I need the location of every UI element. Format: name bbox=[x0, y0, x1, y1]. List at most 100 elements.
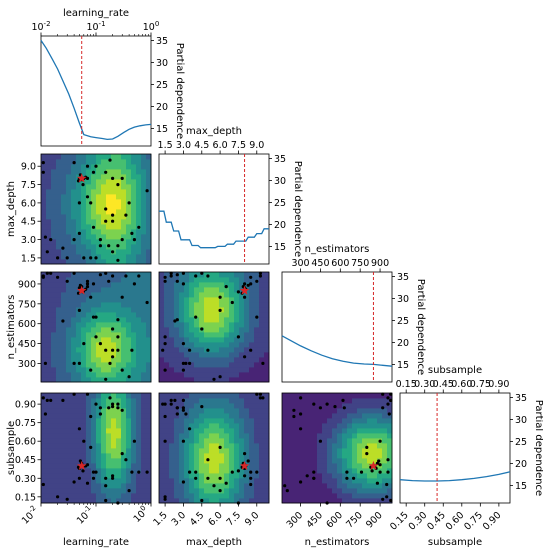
contour-cell bbox=[61, 357, 67, 363]
contour-cell bbox=[234, 307, 240, 313]
contour-cell bbox=[229, 438, 235, 444]
contour-cell bbox=[56, 204, 62, 210]
contour-cell bbox=[136, 259, 142, 265]
contour-cell bbox=[46, 408, 52, 414]
contour-cell bbox=[174, 488, 180, 494]
sample-point bbox=[169, 398, 173, 402]
contour-cell bbox=[136, 239, 142, 245]
contour-cell bbox=[357, 443, 363, 449]
contour-cell bbox=[81, 398, 87, 404]
contour-cell bbox=[287, 493, 293, 499]
contour-cell bbox=[101, 418, 107, 424]
contour-cell bbox=[229, 272, 235, 278]
contour-cell bbox=[219, 433, 225, 439]
sample-point bbox=[98, 342, 102, 346]
contour-cell bbox=[136, 282, 142, 288]
contour-cell bbox=[164, 458, 170, 464]
contour-cell bbox=[209, 478, 215, 484]
contour-cell bbox=[367, 478, 373, 484]
contour-cell bbox=[244, 403, 250, 409]
contour-cell bbox=[146, 234, 152, 240]
contour-cell bbox=[209, 302, 215, 308]
contour-cell bbox=[131, 204, 137, 210]
contour-cell bbox=[131, 443, 137, 449]
contour-cell bbox=[337, 433, 343, 439]
contour-cell bbox=[259, 322, 265, 328]
contour-cell bbox=[116, 327, 122, 333]
contour-cell bbox=[347, 478, 353, 484]
contour-cell bbox=[332, 428, 338, 434]
contour-cell bbox=[194, 408, 200, 414]
contour-cell bbox=[229, 277, 235, 283]
contour-cell bbox=[307, 433, 313, 439]
contour-cell bbox=[71, 174, 77, 180]
contour-cell bbox=[76, 322, 82, 328]
y-tick-label: 15 bbox=[274, 242, 286, 253]
contour-cell bbox=[71, 473, 77, 479]
contour-cell bbox=[141, 322, 147, 328]
contour-cell bbox=[61, 219, 67, 225]
contour-cell bbox=[307, 448, 313, 454]
contour-cell bbox=[56, 438, 62, 444]
contour-cell bbox=[141, 312, 147, 318]
contour-cell bbox=[249, 287, 255, 293]
contour-cell bbox=[71, 209, 77, 215]
contour-cell bbox=[234, 453, 240, 459]
contour-cell bbox=[159, 332, 165, 338]
contour-cell bbox=[259, 377, 265, 383]
contour-cell bbox=[244, 342, 250, 348]
contour-cell bbox=[111, 367, 117, 373]
contour-cell bbox=[249, 438, 255, 444]
contour-cell bbox=[332, 468, 338, 474]
contour-cell bbox=[111, 418, 117, 424]
contour-cell bbox=[219, 473, 225, 479]
contour-cell bbox=[219, 352, 225, 358]
contour-cell bbox=[332, 478, 338, 484]
contour-cell bbox=[204, 302, 210, 308]
contour-cell bbox=[111, 478, 117, 484]
y-tick-label: 30 bbox=[274, 176, 286, 187]
contour-cell bbox=[224, 272, 230, 278]
contour-cell bbox=[189, 297, 195, 303]
contour-cell bbox=[126, 169, 132, 175]
contour-cell bbox=[209, 342, 215, 348]
contour-cell bbox=[141, 342, 147, 348]
contour-cell bbox=[71, 239, 77, 245]
contour-cell bbox=[51, 483, 57, 489]
contour-cell bbox=[61, 159, 67, 165]
contour-cell bbox=[307, 423, 313, 429]
contour-cell bbox=[126, 184, 132, 190]
contour-cell bbox=[254, 312, 260, 318]
contour-cell bbox=[126, 448, 132, 454]
contour-cell bbox=[214, 357, 220, 363]
contour-cell bbox=[184, 483, 190, 489]
contour-cell bbox=[96, 272, 102, 278]
contour-cell bbox=[76, 433, 82, 439]
contour-cell bbox=[219, 317, 225, 323]
contour-cell bbox=[174, 498, 180, 504]
contour-cell bbox=[56, 393, 62, 399]
contour-cell bbox=[56, 159, 62, 165]
contour-cell bbox=[141, 438, 147, 444]
contour-cell bbox=[352, 433, 358, 439]
contour-cell bbox=[91, 413, 97, 419]
contour-cell bbox=[169, 297, 175, 303]
contour-cell bbox=[136, 342, 142, 348]
contour-cell bbox=[76, 393, 82, 399]
contour-cell bbox=[199, 453, 205, 459]
contour-cell bbox=[362, 428, 368, 434]
contour-cell bbox=[332, 483, 338, 489]
sample-point bbox=[127, 489, 131, 493]
contour-cell bbox=[106, 393, 112, 399]
contour-cell bbox=[96, 297, 102, 303]
contour-cell bbox=[71, 403, 77, 409]
contour-cell bbox=[174, 438, 180, 444]
contour-cell bbox=[136, 453, 142, 459]
contour-cell bbox=[61, 483, 67, 489]
contour-cell bbox=[111, 453, 117, 459]
contour-cell bbox=[209, 307, 215, 313]
contour-cell bbox=[249, 332, 255, 338]
contour-cell bbox=[387, 468, 393, 474]
contour-cell bbox=[327, 478, 333, 484]
